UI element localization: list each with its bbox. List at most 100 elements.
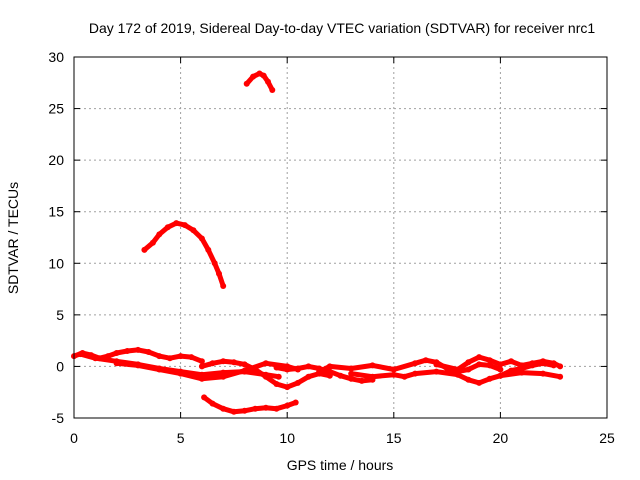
- data-point: [476, 354, 483, 361]
- data-point: [190, 227, 197, 234]
- data-point: [198, 358, 205, 365]
- y-tick-label: 0: [56, 358, 64, 374]
- data-point: [273, 405, 280, 412]
- x-tick-label: 15: [386, 430, 402, 446]
- x-tick-label: 0: [70, 430, 78, 446]
- data-point: [177, 353, 184, 360]
- axis-ticks: 0 5 10 15 20 25 -5 0 5 10 15 20 25 30: [48, 49, 615, 446]
- y-tick-label: -5: [52, 410, 65, 426]
- data-point: [230, 408, 237, 415]
- data-point: [369, 373, 376, 380]
- data-point: [337, 372, 344, 379]
- data-point: [390, 366, 397, 373]
- data-point: [209, 400, 216, 407]
- data-point: [198, 235, 205, 242]
- data-point: [269, 87, 276, 93]
- data-point: [124, 348, 131, 354]
- data-point: [486, 375, 493, 382]
- data-point: [508, 358, 515, 365]
- data-point: [294, 379, 301, 386]
- plot-frame: [73, 56, 608, 419]
- data-point: [465, 376, 472, 383]
- data-point: [273, 364, 280, 371]
- data-point: [149, 239, 156, 246]
- data-point: [540, 370, 546, 377]
- data-point: [262, 373, 269, 380]
- data-point: [220, 373, 227, 380]
- data-point: [529, 362, 536, 369]
- data-point: [557, 363, 564, 370]
- data-point: [305, 363, 312, 370]
- y-tick-label: 10: [48, 255, 64, 271]
- data-point: [294, 365, 301, 372]
- data-point: [141, 246, 148, 253]
- data-point: [292, 399, 299, 406]
- data-point: [348, 370, 355, 377]
- data-point: [518, 365, 525, 372]
- data-point: [476, 379, 483, 386]
- data-point: [369, 362, 376, 369]
- data-point: [465, 366, 472, 373]
- data-point: [260, 72, 267, 79]
- data-point: [220, 283, 227, 289]
- x-tick-label: 10: [279, 430, 295, 446]
- data-point: [508, 367, 515, 374]
- data-point: [181, 222, 188, 229]
- data-point: [550, 362, 557, 369]
- y-tick-label: 5: [56, 307, 64, 323]
- data-point: [220, 405, 227, 412]
- x-axis-label: GPS time / hours: [287, 457, 394, 473]
- y-axis-label: SDTVAR / TECUs: [5, 182, 21, 294]
- data-point: [241, 367, 248, 374]
- data-point: [358, 377, 365, 384]
- data-point: [486, 362, 493, 369]
- data-point: [284, 366, 291, 373]
- data-point: [557, 373, 564, 380]
- data-point: [135, 362, 141, 369]
- data-point: [113, 360, 120, 367]
- data-point: [273, 381, 280, 387]
- series-group: [71, 70, 564, 415]
- data-point: [412, 360, 419, 367]
- data-point: [497, 372, 504, 379]
- data-point: [230, 359, 237, 366]
- data-point: [241, 407, 248, 414]
- data-point: [145, 349, 152, 355]
- data-point: [188, 354, 195, 361]
- x-tick-label: 25: [599, 430, 615, 446]
- data-point: [201, 394, 208, 401]
- data-point: [401, 373, 408, 380]
- data-point: [198, 363, 205, 370]
- data-point: [77, 351, 84, 358]
- data-point: [476, 361, 483, 368]
- data-point: [433, 361, 440, 368]
- data-point: [241, 361, 248, 368]
- data-point: [166, 355, 173, 362]
- data-point: [433, 368, 440, 375]
- data-point: [497, 366, 504, 373]
- data-point: [164, 224, 171, 231]
- data-point: [113, 350, 120, 356]
- data-point: [92, 355, 99, 362]
- y-tick-label: 20: [48, 152, 64, 168]
- data-point: [177, 370, 184, 377]
- data-point: [220, 358, 227, 365]
- y-tick-label: 30: [48, 49, 64, 65]
- data-point: [156, 231, 163, 238]
- data-point: [262, 404, 269, 411]
- data-point: [412, 370, 419, 377]
- data-point: [243, 80, 250, 87]
- data-point: [540, 360, 546, 367]
- data-point: [326, 368, 333, 375]
- data-point: [198, 375, 205, 382]
- data-point: [348, 365, 355, 372]
- data-point: [173, 220, 180, 227]
- series-arc-3: [201, 394, 299, 415]
- x-tick-label: 5: [177, 430, 185, 446]
- data-point: [348, 375, 355, 382]
- data-point: [211, 260, 218, 267]
- data-point: [265, 78, 271, 85]
- x-tick-label: 20: [493, 430, 509, 446]
- data-point: [262, 360, 269, 367]
